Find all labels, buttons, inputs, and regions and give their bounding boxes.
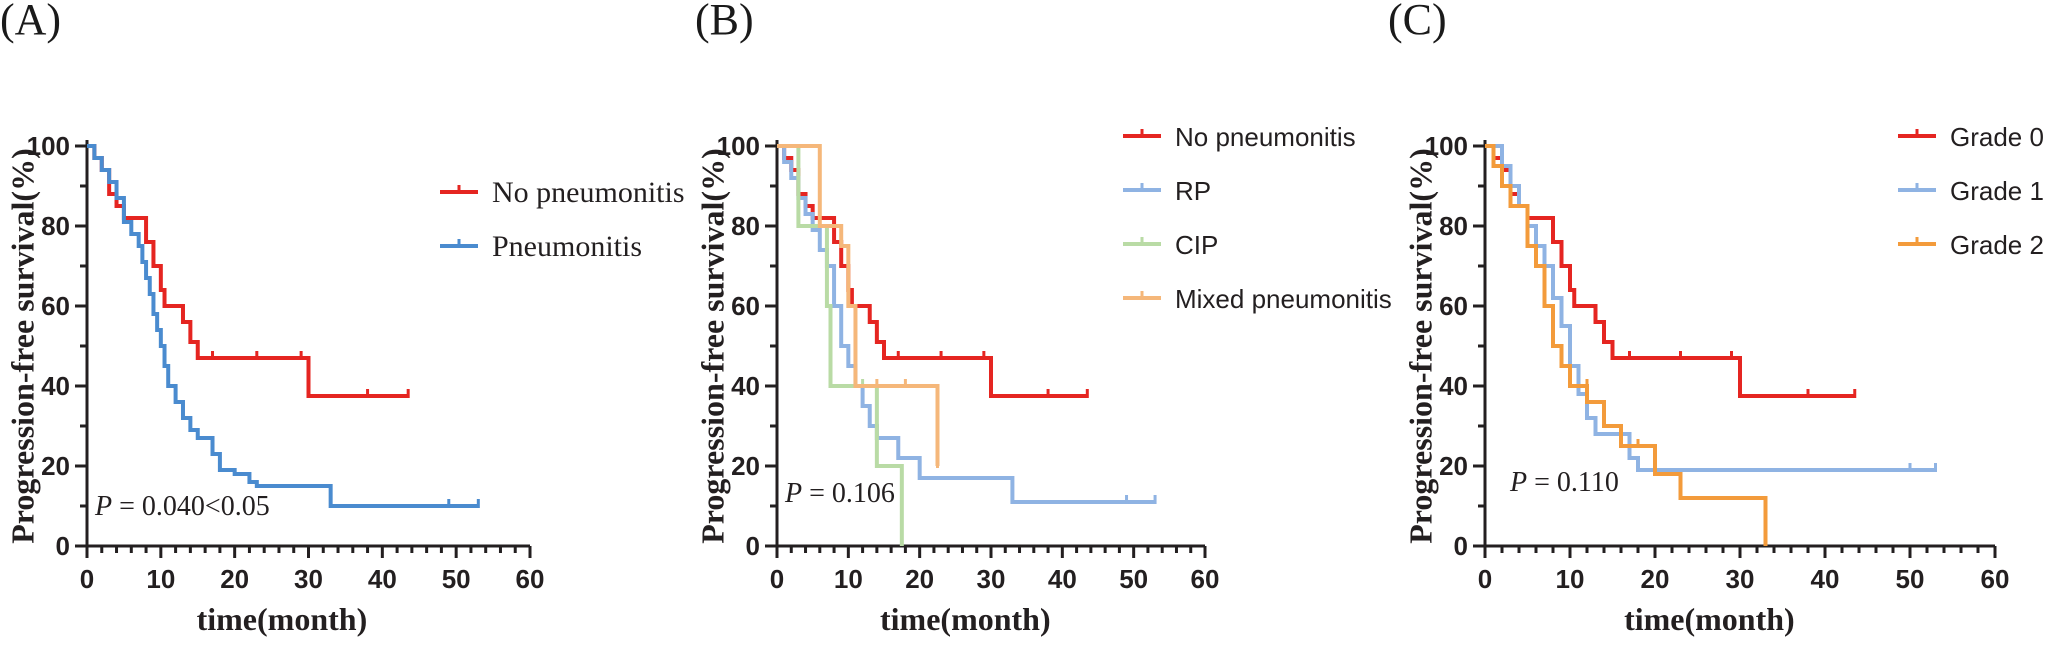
- y-axis-label: Progression-free survival(%): [694, 148, 730, 543]
- p-value: = 0.040<0.05: [112, 491, 270, 522]
- x-tick-label: 20: [220, 564, 249, 594]
- y-tick-label: 0: [746, 531, 760, 561]
- series-line-rp: [777, 144, 1156, 504]
- y-tick-label: 20: [731, 451, 760, 481]
- y-tick-label: 60: [731, 291, 760, 321]
- legend-label: No pneumonitis: [492, 176, 685, 209]
- x-tick-label: 40: [1811, 564, 1840, 594]
- x-tick-label: 30: [294, 564, 323, 594]
- legend-label: Grade 0: [1950, 122, 2044, 152]
- y-tick-label: 40: [731, 371, 760, 401]
- legend-label: Pneumonitis: [492, 230, 642, 263]
- x-axis-label: time(month): [880, 601, 1051, 637]
- panel-label: (B): [695, 0, 754, 44]
- legend-label: No pneumonitis: [1175, 122, 1356, 152]
- series-line-no-pneumonitis: [777, 144, 1088, 398]
- legend-label: Mixed pneumonitis: [1175, 284, 1392, 314]
- y-tick-label: 80: [41, 211, 70, 241]
- x-tick-label: 30: [977, 564, 1006, 594]
- y-tick-label: 40: [41, 371, 70, 401]
- y-tick-label: 0: [1454, 531, 1468, 561]
- y-tick-label: 40: [1439, 371, 1468, 401]
- p-value: = 0.106: [802, 478, 895, 509]
- series-line-grade-0: [1485, 144, 1855, 398]
- p-value-text: P = 0.110: [1509, 467, 1619, 498]
- x-tick-label: 10: [1556, 564, 1585, 594]
- x-tick-label: 60: [1981, 564, 2010, 594]
- x-tick-label: 50: [442, 564, 471, 594]
- y-tick-label: 80: [731, 211, 760, 241]
- series-line-pneumonitis: [87, 144, 479, 508]
- panel-a: (A) Progression-free survival(%) time(mont…: [0, 0, 685, 637]
- p-value-text: P = 0.040<0.05: [94, 491, 270, 522]
- p-value: = 0.110: [1527, 467, 1619, 498]
- x-tick-label: 20: [905, 564, 934, 594]
- y-tick-label: 100: [1425, 131, 1468, 161]
- y-axis-label: Progression-free survival(%): [4, 148, 40, 543]
- x-tick-label: 60: [1191, 564, 1220, 594]
- series-line-grade-2: [1485, 144, 1768, 546]
- x-tick-label: 10: [834, 564, 863, 594]
- panel-label: (A): [0, 0, 61, 44]
- x-tick-label: 20: [1641, 564, 1670, 594]
- panel-c: (C) Progression-free survival(%) time(mont…: [1388, 0, 2044, 637]
- y-tick-label: 20: [41, 451, 70, 481]
- series-line-grade-1: [1485, 144, 1936, 472]
- legend-label: Grade 2: [1950, 230, 2044, 260]
- series-line-cip: [777, 144, 904, 546]
- x-tick-label: 0: [770, 564, 784, 594]
- panel-b: (B) Progression-free survival(%) time(mont…: [694, 0, 1391, 637]
- x-tick-label: 0: [80, 564, 94, 594]
- y-tick-label: 20: [1439, 451, 1468, 481]
- y-tick-label: 60: [41, 291, 70, 321]
- y-tick-label: 100: [27, 131, 70, 161]
- y-tick-label: 80: [1439, 211, 1468, 241]
- x-axis-label: time(month): [1624, 601, 1795, 637]
- x-tick-label: 50: [1896, 564, 1925, 594]
- x-tick-label: 50: [1119, 564, 1148, 594]
- series-line-mixed-pneumonitis: [777, 144, 940, 466]
- x-tick-label: 30: [1726, 564, 1755, 594]
- legend-label: Grade 1: [1950, 176, 2044, 206]
- panel-label: (C): [1388, 0, 1447, 44]
- p-symbol: P: [1509, 467, 1527, 498]
- x-tick-label: 40: [368, 564, 397, 594]
- x-tick-label: 0: [1478, 564, 1492, 594]
- p-symbol: P: [784, 478, 802, 509]
- p-symbol: P: [94, 491, 112, 522]
- legend-label: RP: [1175, 176, 1211, 206]
- x-axis-label: time(month): [197, 601, 368, 637]
- p-value-text: P = 0.106: [784, 478, 895, 509]
- y-tick-label: 60: [1439, 291, 1468, 321]
- y-tick-label: 0: [56, 531, 70, 561]
- y-axis-label: Progression-free survival(%): [1402, 148, 1438, 543]
- legend-label: CIP: [1175, 230, 1218, 260]
- x-tick-label: 40: [1048, 564, 1077, 594]
- series-line-no-pneumonitis: [87, 144, 409, 398]
- x-tick-label: 60: [516, 564, 545, 594]
- y-tick-label: 100: [717, 131, 760, 161]
- x-tick-label: 10: [146, 564, 175, 594]
